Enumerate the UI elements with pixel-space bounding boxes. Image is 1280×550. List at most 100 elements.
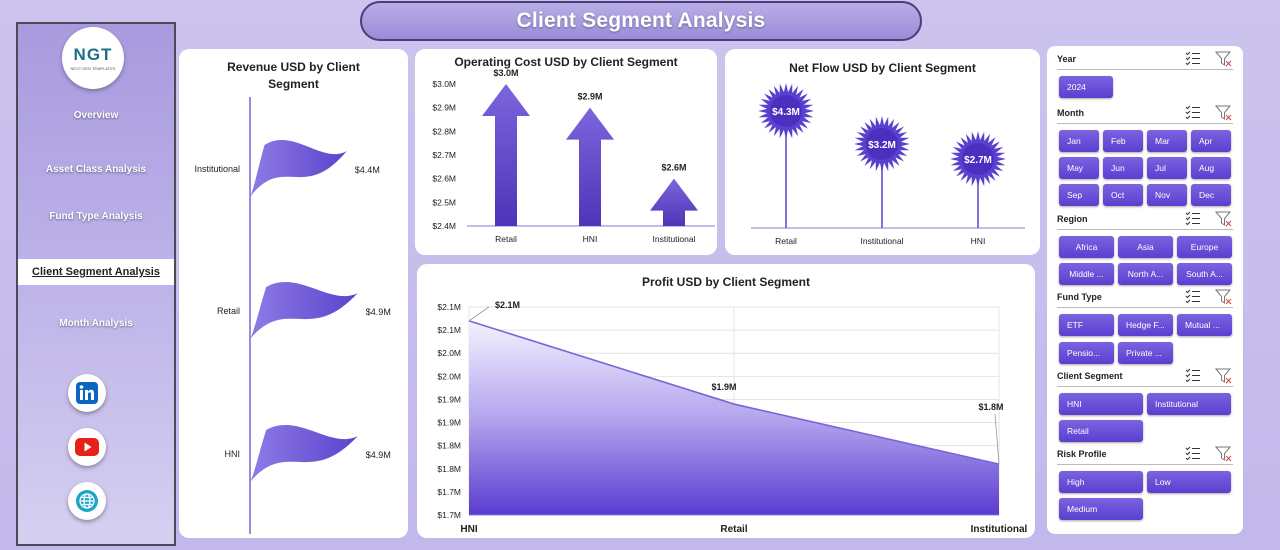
slicer-option-region[interactable]: North A... xyxy=(1118,263,1173,285)
opcost-value-label: $2.9M xyxy=(577,92,602,102)
slicer-option-month[interactable]: Jan xyxy=(1059,130,1099,152)
slicer-header-fund_type: Fund Type xyxy=(1057,289,1233,308)
slicer-controls xyxy=(1185,289,1233,307)
slicer-option-month[interactable]: Apr xyxy=(1191,130,1231,152)
revenue-category-label: HNI xyxy=(225,449,241,459)
slicer-option-month[interactable]: Sep xyxy=(1059,184,1099,206)
revenue-value-label: $4.4M xyxy=(355,165,380,175)
opcost-bar xyxy=(650,178,698,226)
opcost-bar xyxy=(566,107,614,226)
slicer-option-fund_type[interactable]: Mutual ... xyxy=(1177,314,1232,336)
profit-ytick-label: $2.1M xyxy=(437,302,461,312)
profit-label-leader xyxy=(468,306,490,322)
globe-icon[interactable] xyxy=(68,482,106,520)
slicer-header-region: Region xyxy=(1057,211,1233,230)
clear-filter-icon[interactable] xyxy=(1214,446,1233,464)
opcost-ytick-label: $2.8M xyxy=(432,126,456,136)
profit-category-label: Retail xyxy=(720,524,747,535)
netflow-category-label: Retail xyxy=(775,236,797,246)
revenue-value-label: $4.9M xyxy=(366,450,391,460)
netflow-value-label: $4.3M xyxy=(772,107,800,118)
logo: NGT NEXT GEN TEMPLATES xyxy=(62,27,124,89)
slicer-option-region[interactable]: Asia xyxy=(1118,236,1173,258)
slicer-option-year[interactable]: 2024 xyxy=(1059,76,1113,98)
netflow-category-label: Institutional xyxy=(861,236,904,246)
profit-chart-card: Profit USD by Client Segment $2.1M $2.1M $… xyxy=(417,264,1035,538)
slicer-option-month[interactable]: Dec xyxy=(1191,184,1231,206)
opcost-value-label: $2.6M xyxy=(661,163,686,173)
revenue-category-label: Institutional xyxy=(194,164,240,174)
slicer-option-month[interactable]: Jun xyxy=(1103,157,1143,179)
netflow-value-label: $2.7M xyxy=(964,155,992,166)
slicer-option-client_segment[interactable]: HNI xyxy=(1059,393,1143,415)
slicer-controls xyxy=(1185,446,1233,464)
slicer-title: Risk Profile xyxy=(1057,449,1107,459)
slicer-header-client_segment: Client Segment xyxy=(1057,368,1233,387)
opcost-ytick-label: $2.5M xyxy=(432,197,456,207)
slicer-option-region[interactable]: Africa xyxy=(1059,236,1114,258)
slicer-title: Year xyxy=(1057,54,1077,64)
slicer-option-month[interactable]: Mar xyxy=(1147,130,1187,152)
multi-select-icon[interactable] xyxy=(1185,105,1201,123)
linkedin-icon[interactable] xyxy=(68,374,106,412)
profit-area xyxy=(469,320,999,515)
slicer-controls xyxy=(1185,211,1233,229)
netflow-chart-title: Net Flow USD by Client Segment xyxy=(789,61,976,75)
sidebar-item-overview[interactable]: Overview xyxy=(73,110,119,121)
slicer-option-risk_profile[interactable]: Medium xyxy=(1059,498,1143,520)
clear-filter-icon[interactable] xyxy=(1214,105,1233,123)
slicer-title: Fund Type xyxy=(1057,292,1102,302)
slicer-option-client_segment[interactable]: Institutional xyxy=(1147,393,1231,415)
slicer-controls xyxy=(1185,105,1233,123)
slicer-option-month[interactable]: Nov xyxy=(1147,184,1187,206)
clear-filter-icon[interactable] xyxy=(1214,368,1233,386)
revenue-bar xyxy=(250,140,347,197)
multi-select-icon[interactable] xyxy=(1185,51,1201,69)
slicer-option-region[interactable]: Middle ... xyxy=(1059,263,1114,285)
slicer-controls xyxy=(1185,51,1233,69)
slicer-option-region[interactable]: South A... xyxy=(1177,263,1232,285)
slicer-option-region[interactable]: Europe xyxy=(1177,236,1232,258)
youtube-icon[interactable] xyxy=(68,428,106,466)
opcost-chart-title: Operating Cost USD by Client Segment xyxy=(454,55,678,69)
sidebar-item-asset-class-analysis[interactable]: Asset Class Analysis xyxy=(45,164,147,175)
sidebar-item-client-segment-analysis[interactable]: Client Segment Analysis xyxy=(18,259,174,285)
sidebar-item-fund-type-analysis[interactable]: Fund Type Analysis xyxy=(49,211,143,222)
netflow-chart-card: Net Flow USD by Client Segment $4.3M Reta… xyxy=(725,49,1040,255)
slicer-option-month[interactable]: Oct xyxy=(1103,184,1143,206)
slicer-option-month[interactable]: May xyxy=(1059,157,1099,179)
profit-ytick-label: $2.0M xyxy=(437,348,461,358)
clear-filter-icon[interactable] xyxy=(1214,289,1233,307)
slicer-title: Client Segment xyxy=(1057,371,1123,381)
logo-subtext: NEXT GEN TEMPLATES xyxy=(70,66,116,71)
slicer-option-fund_type[interactable]: Hedge F... xyxy=(1118,314,1173,336)
netflow-value-label: $3.2M xyxy=(868,140,896,151)
slicer-option-client_segment[interactable]: Retail xyxy=(1059,420,1143,442)
profit-ytick-label: $1.7M xyxy=(437,487,461,497)
opcost-category-label: Retail xyxy=(495,234,517,244)
multi-select-icon[interactable] xyxy=(1185,211,1201,229)
multi-select-icon[interactable] xyxy=(1185,289,1201,307)
sidebar-item-month-analysis[interactable]: Month Analysis xyxy=(59,318,133,329)
slicer-option-risk_profile[interactable]: Low xyxy=(1147,471,1231,493)
slicer-header-risk_profile: Risk Profile xyxy=(1057,446,1233,465)
clear-filter-icon[interactable] xyxy=(1214,51,1233,69)
profit-category-label: Institutional xyxy=(971,524,1028,535)
clear-filter-icon[interactable] xyxy=(1214,211,1233,229)
slicer-option-fund_type[interactable]: ETF xyxy=(1059,314,1114,336)
slicer-option-fund_type[interactable]: Pensio... xyxy=(1059,342,1114,364)
slicer-option-month[interactable]: Aug xyxy=(1191,157,1231,179)
slicer-header-month: Month xyxy=(1057,105,1233,124)
opcost-chart: $3.0M $2.9M $2.8M $2.7M $2.6M $2.5M $2.4M $3.0M… xyxy=(432,68,715,244)
netflow-marker-core xyxy=(866,128,898,160)
slicer-option-month[interactable]: Feb xyxy=(1103,130,1143,152)
multi-select-icon[interactable] xyxy=(1185,446,1201,464)
opcost-ytick-label: $3.0M xyxy=(432,79,456,89)
slicer-option-risk_profile[interactable]: High xyxy=(1059,471,1143,493)
profit-ytick-label: $2.1M xyxy=(437,325,461,335)
slicer-option-fund_type[interactable]: Private ... xyxy=(1118,342,1173,364)
opcost-category-label: HNI xyxy=(583,234,598,244)
profit-value-label: $1.9M xyxy=(711,382,736,392)
slicer-option-month[interactable]: Jul xyxy=(1147,157,1187,179)
multi-select-icon[interactable] xyxy=(1185,368,1201,386)
